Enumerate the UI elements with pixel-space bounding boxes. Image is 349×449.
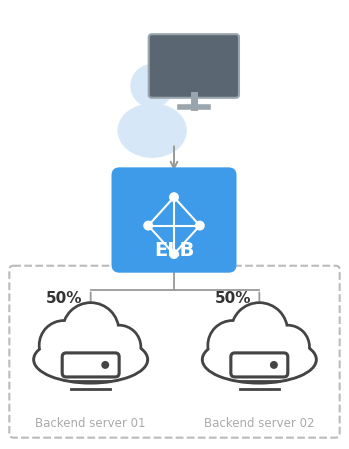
Circle shape [195, 220, 205, 231]
Circle shape [169, 249, 179, 259]
Circle shape [39, 321, 88, 370]
Circle shape [209, 322, 256, 369]
Circle shape [40, 322, 87, 369]
Text: 50%: 50% [46, 291, 83, 306]
Circle shape [98, 326, 141, 369]
Text: Backend server 02: Backend server 02 [204, 417, 314, 430]
Ellipse shape [118, 103, 187, 158]
Ellipse shape [34, 336, 147, 383]
Circle shape [131, 64, 174, 108]
Circle shape [231, 303, 287, 359]
Circle shape [232, 304, 286, 358]
Text: ELB: ELB [154, 241, 194, 260]
Circle shape [266, 326, 309, 369]
Circle shape [101, 361, 109, 369]
Ellipse shape [202, 336, 316, 383]
Ellipse shape [35, 338, 146, 382]
Circle shape [143, 220, 153, 231]
FancyBboxPatch shape [111, 167, 237, 273]
Circle shape [270, 361, 278, 369]
Circle shape [63, 303, 119, 359]
Circle shape [208, 321, 257, 370]
Circle shape [267, 326, 308, 368]
Text: 50%: 50% [215, 291, 251, 306]
FancyBboxPatch shape [149, 34, 239, 98]
Ellipse shape [204, 338, 315, 382]
Circle shape [169, 192, 179, 202]
Circle shape [64, 304, 118, 358]
Circle shape [99, 326, 140, 368]
Text: Backend server 01: Backend server 01 [35, 417, 146, 430]
